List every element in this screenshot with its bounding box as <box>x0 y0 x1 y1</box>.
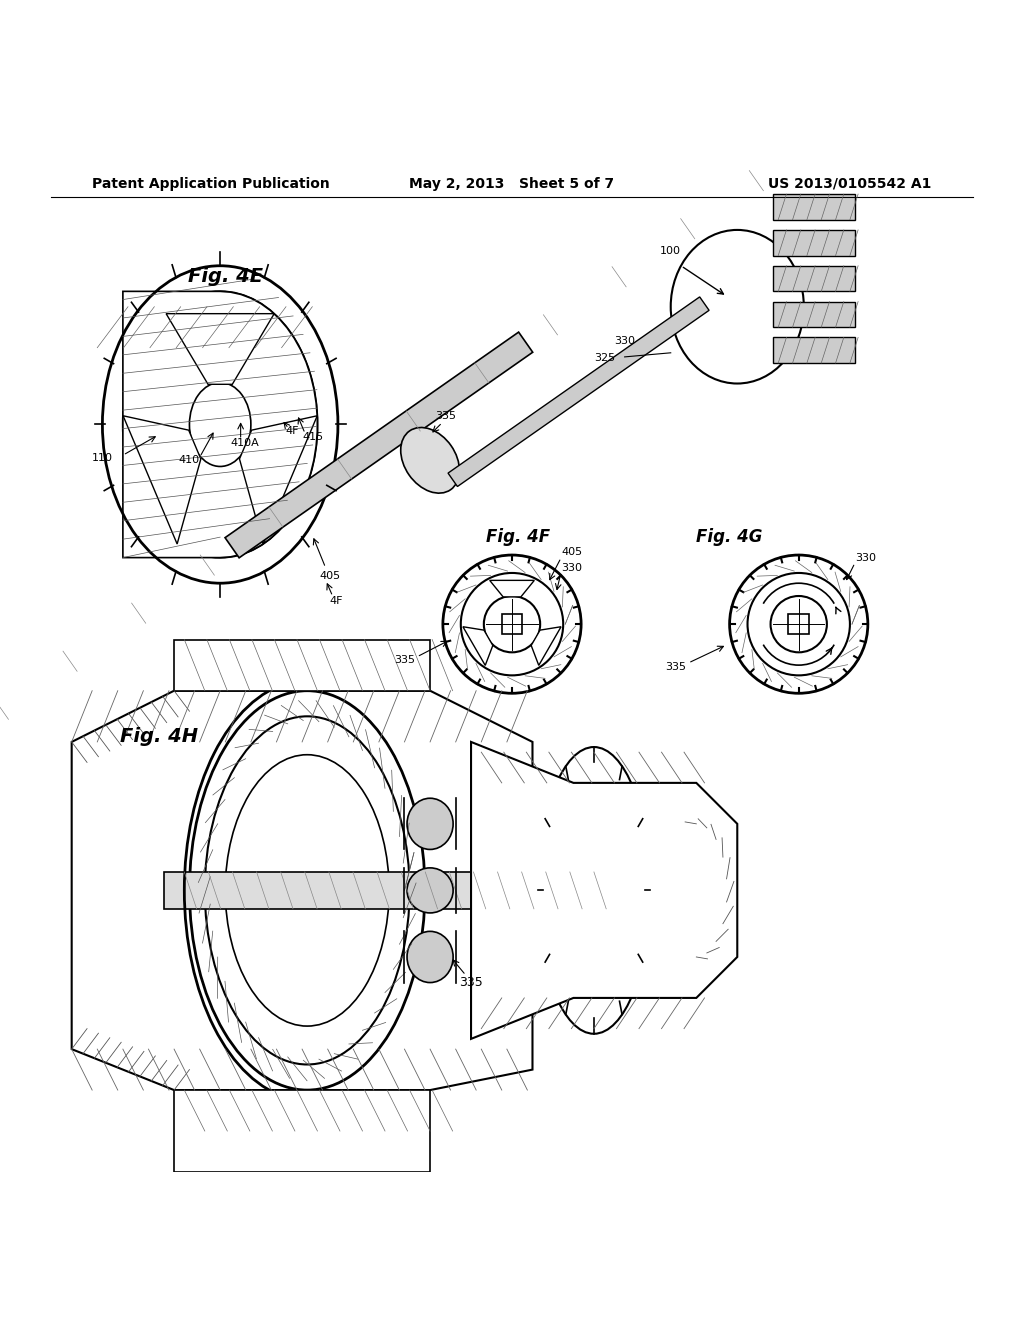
Ellipse shape <box>407 932 453 982</box>
Bar <box>788 614 809 635</box>
Text: 110: 110 <box>92 453 113 463</box>
Text: 415: 415 <box>302 432 324 442</box>
Polygon shape <box>463 627 493 665</box>
Polygon shape <box>123 416 201 544</box>
Ellipse shape <box>770 597 827 652</box>
Ellipse shape <box>189 383 251 466</box>
Polygon shape <box>449 297 709 487</box>
Text: 335: 335 <box>666 663 686 672</box>
Text: 405: 405 <box>319 572 340 581</box>
Text: May 2, 2013   Sheet 5 of 7: May 2, 2013 Sheet 5 of 7 <box>410 177 614 191</box>
Text: 330: 330 <box>614 335 636 346</box>
Text: 410A: 410A <box>230 438 259 447</box>
Ellipse shape <box>225 755 389 1026</box>
Bar <box>773 301 855 327</box>
Text: 4F: 4F <box>285 425 299 436</box>
Polygon shape <box>174 639 430 690</box>
Polygon shape <box>489 581 535 597</box>
Bar <box>502 614 522 635</box>
Text: 330: 330 <box>855 553 877 562</box>
Ellipse shape <box>189 690 425 1090</box>
Text: 325: 325 <box>594 352 615 363</box>
Bar <box>773 338 855 363</box>
Bar <box>773 194 855 219</box>
Polygon shape <box>174 1090 430 1172</box>
Text: Fig. 4F: Fig. 4F <box>486 528 551 546</box>
Ellipse shape <box>538 747 650 1034</box>
Text: Fig. 4H: Fig. 4H <box>120 727 198 746</box>
Ellipse shape <box>671 230 804 384</box>
Ellipse shape <box>407 799 453 850</box>
Text: 335: 335 <box>435 412 456 421</box>
Text: 330: 330 <box>561 562 583 573</box>
Text: 335: 335 <box>394 655 415 665</box>
Polygon shape <box>240 416 317 544</box>
Text: 410: 410 <box>179 455 200 466</box>
Ellipse shape <box>205 717 410 1064</box>
Ellipse shape <box>407 867 453 913</box>
Ellipse shape <box>555 793 632 987</box>
Text: US 2013/0105542 A1: US 2013/0105542 A1 <box>768 177 932 191</box>
Ellipse shape <box>442 554 582 693</box>
Ellipse shape <box>729 554 868 693</box>
Polygon shape <box>225 333 532 558</box>
Text: 335: 335 <box>459 975 483 989</box>
Ellipse shape <box>461 573 563 676</box>
Text: Fig. 4G: Fig. 4G <box>696 528 763 546</box>
Polygon shape <box>72 690 532 1090</box>
Polygon shape <box>471 742 737 1039</box>
Text: Patent Application Publication: Patent Application Publication <box>92 177 330 191</box>
Polygon shape <box>123 292 317 557</box>
Polygon shape <box>164 873 614 909</box>
Bar <box>773 265 855 292</box>
Ellipse shape <box>748 573 850 676</box>
Polygon shape <box>531 627 561 665</box>
Ellipse shape <box>400 428 460 494</box>
Text: 100: 100 <box>660 246 681 256</box>
Text: 405: 405 <box>561 548 583 557</box>
Text: 4F: 4F <box>329 595 343 606</box>
Ellipse shape <box>658 818 735 962</box>
Polygon shape <box>166 314 274 384</box>
Bar <box>773 230 855 256</box>
Ellipse shape <box>483 597 541 652</box>
Text: Fig. 4E: Fig. 4E <box>187 267 263 285</box>
